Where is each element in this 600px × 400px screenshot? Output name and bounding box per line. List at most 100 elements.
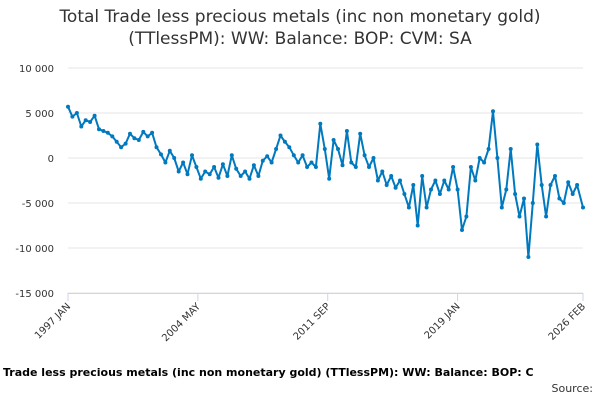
data-point — [557, 196, 562, 201]
data-point — [371, 156, 376, 160]
x-tick-label: 2019 JAN — [423, 301, 463, 341]
data-point — [442, 178, 447, 183]
data-point — [539, 183, 544, 187]
data-point — [172, 156, 177, 160]
data-point — [260, 158, 265, 163]
data-point — [535, 142, 540, 147]
data-point — [119, 145, 124, 150]
data-point — [287, 145, 292, 150]
data-point — [581, 205, 585, 210]
data-point — [243, 169, 248, 174]
data-point — [154, 145, 159, 150]
data-point — [482, 160, 487, 165]
data-point — [451, 165, 456, 169]
y-tick-label: -15 000 — [15, 289, 54, 300]
x-tick-label: 2026 FEB — [547, 301, 589, 343]
series-group — [66, 104, 585, 259]
data-point — [464, 214, 469, 219]
data-point — [336, 147, 340, 151]
x-axis-ticks: 1997 JAN 2004 MAY 2011 SEP 2019 JAN 2026 FEB — [33, 293, 588, 344]
data-point — [198, 176, 203, 181]
data-point — [101, 129, 106, 133]
data-point — [499, 205, 504, 210]
data-point — [420, 174, 425, 178]
data-point — [460, 228, 464, 232]
data-point — [526, 255, 531, 259]
data-point — [340, 163, 345, 168]
data-point — [229, 153, 234, 158]
footer-series-label: Trade less precious metals (inc non mone… — [3, 366, 534, 379]
data-point — [291, 153, 296, 158]
data-point — [353, 165, 358, 169]
data-point — [282, 139, 287, 144]
data-point — [491, 109, 495, 114]
data-point — [194, 165, 199, 169]
data-point — [274, 147, 279, 151]
data-point — [358, 131, 363, 136]
data-point — [433, 178, 438, 183]
y-axis-ticks: 10 000 5 000 0 -5 000 -10 000 -15 000 — [15, 64, 54, 300]
data-point — [362, 153, 367, 158]
y-tick-label: 0 — [48, 154, 54, 165]
data-point — [331, 138, 336, 142]
y-tick-label: 10 000 — [19, 64, 54, 75]
data-point — [278, 133, 283, 138]
data-point — [570, 192, 575, 196]
y-tick-label: -10 000 — [15, 244, 54, 255]
data-point — [176, 169, 181, 174]
data-point — [66, 104, 70, 109]
data-point — [88, 120, 93, 124]
data-point — [216, 175, 221, 180]
data-point — [477, 156, 482, 160]
data-point — [561, 201, 566, 205]
series-line — [67, 106, 584, 258]
data-point — [70, 114, 75, 119]
data-point — [79, 124, 84, 129]
data-point — [344, 129, 349, 133]
data-point — [74, 111, 79, 115]
data-point — [150, 130, 155, 135]
data-point — [393, 185, 398, 190]
data-point — [504, 187, 509, 192]
data-point — [575, 183, 580, 187]
data-point — [181, 160, 186, 165]
data-point — [203, 169, 208, 174]
data-point — [437, 192, 442, 196]
data-point — [251, 163, 256, 168]
data-point — [212, 165, 217, 169]
data-point — [92, 113, 97, 118]
data-point — [473, 178, 478, 183]
data-point — [548, 183, 553, 187]
data-point — [167, 148, 172, 153]
data-point — [300, 153, 305, 158]
data-point — [234, 166, 239, 171]
data-point — [128, 131, 132, 136]
data-point — [207, 172, 212, 177]
data-point — [513, 192, 518, 196]
data-point — [318, 121, 323, 126]
data-point — [105, 130, 110, 135]
data-point — [495, 156, 500, 160]
data-point — [553, 174, 557, 178]
data-point — [530, 201, 535, 205]
data-point — [309, 160, 314, 165]
data-point — [83, 118, 88, 123]
data-point — [305, 165, 310, 169]
x-tick-label: 2004 MAY — [160, 301, 203, 344]
data-point — [411, 183, 416, 187]
data-point — [486, 147, 491, 151]
data-point — [136, 138, 141, 142]
data-point — [185, 172, 190, 177]
data-point — [455, 187, 460, 192]
x-tick-label: 2011 SEP — [292, 301, 333, 342]
y-tick-label: 5 000 — [25, 109, 54, 120]
data-point — [123, 141, 128, 146]
data-point — [313, 165, 318, 169]
data-point — [398, 178, 402, 183]
chart-title-line-2: (TTlessPM): WW: Balance: BOP: CVM: SA — [128, 29, 472, 49]
chart-title: Total Trade less precious metals (inc no… — [0, 6, 600, 50]
data-point — [97, 127, 101, 132]
data-point — [114, 139, 119, 144]
data-point — [110, 134, 115, 139]
